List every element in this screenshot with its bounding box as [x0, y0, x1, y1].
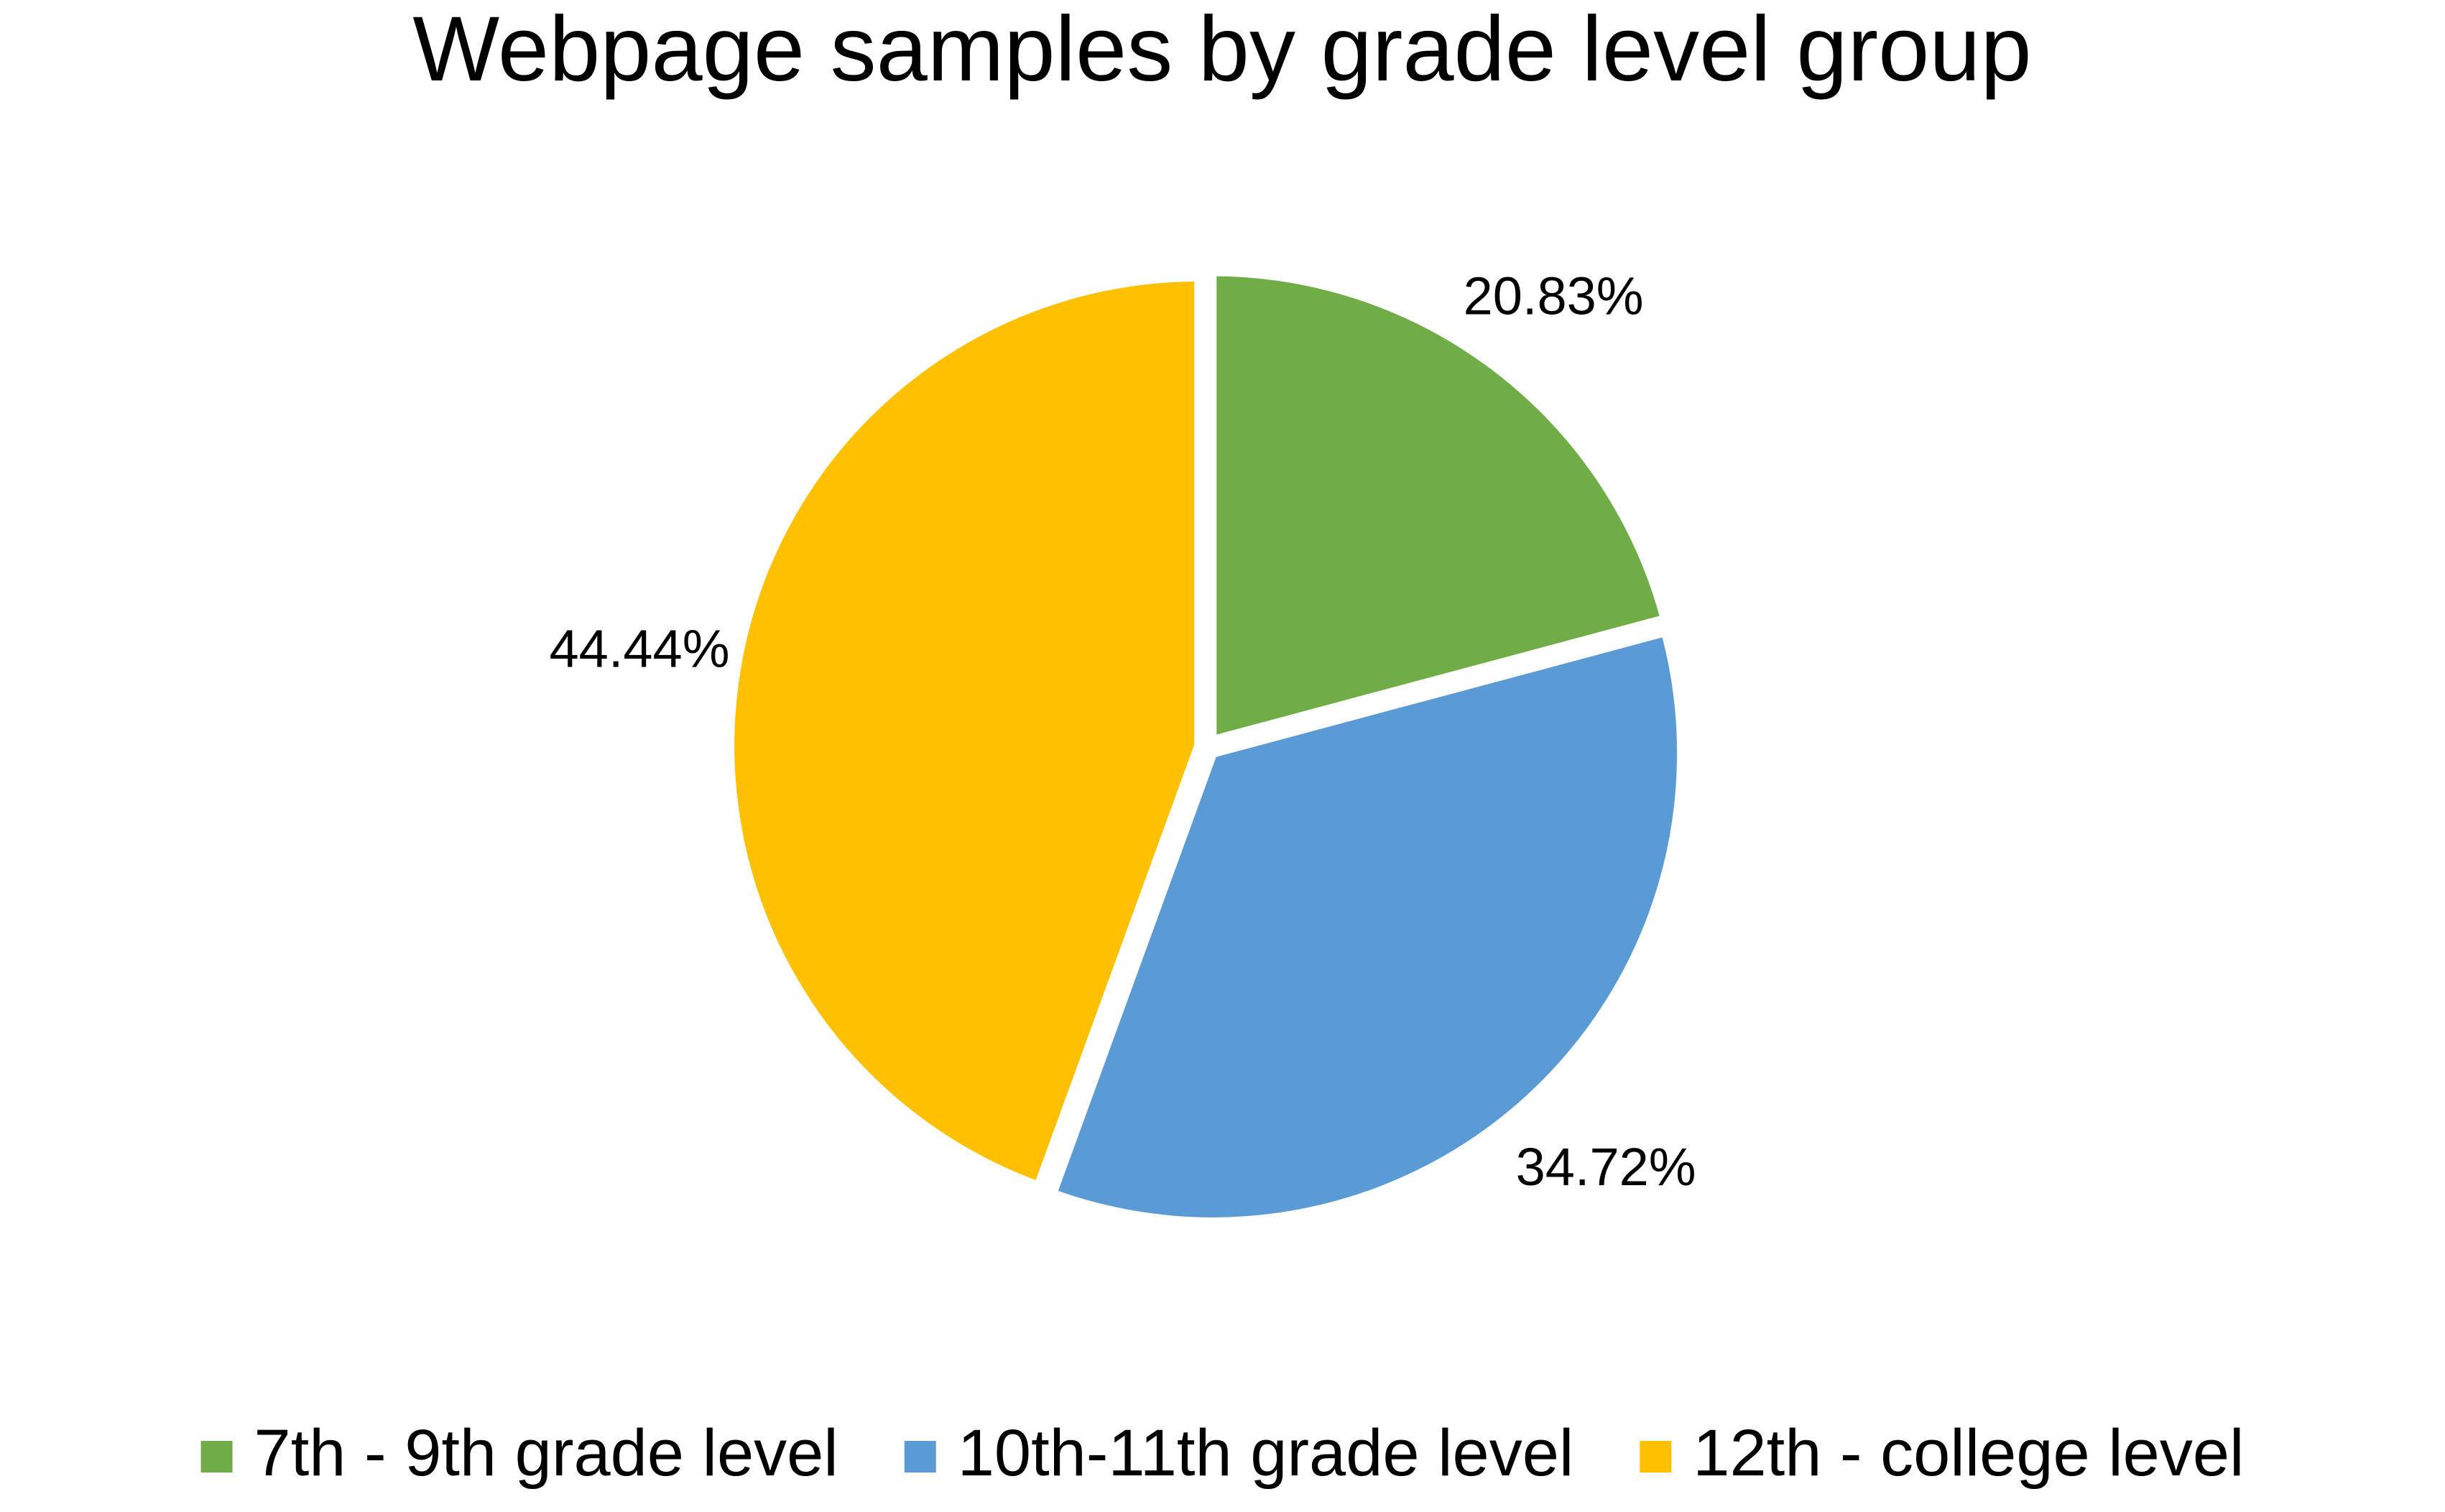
legend-swatch-7th-9th-grade-level — [200, 1441, 233, 1472]
data-label-10th-11th-grade-level: 34.72% — [1516, 1137, 1696, 1197]
pie-slice-7th-9th-grade-level — [1208, 267, 1670, 746]
legend: 7th - 9th grade level 10th-11th grade lev… — [200, 1416, 2244, 1490]
pie-slice-10th-11th-grade-level — [1047, 626, 1686, 1226]
legend-swatch-10th-11th-grade-level — [904, 1441, 936, 1472]
legend-label-7th-9th-grade-level: 7th - 9th grade level — [254, 1416, 838, 1490]
legend-swatch-12th-college-level — [1640, 1441, 1672, 1472]
legend-label-12th-college-level: 12th - college level — [1693, 1416, 2244, 1490]
data-label-7th-9th-grade-level: 20.83% — [1464, 266, 1644, 326]
data-labels: 20.83% 34.72% 44.44% — [550, 266, 1696, 1197]
legend-label-10th-11th-grade-level: 10th-11th grade level — [958, 1416, 1574, 1490]
chart-title: Webpage samples by grade level group — [412, 0, 2031, 101]
pie-slices — [726, 267, 1686, 1226]
pie-slice-12th-college-level — [726, 272, 1203, 1192]
data-label-12th-college-level: 44.44% — [550, 618, 730, 678]
